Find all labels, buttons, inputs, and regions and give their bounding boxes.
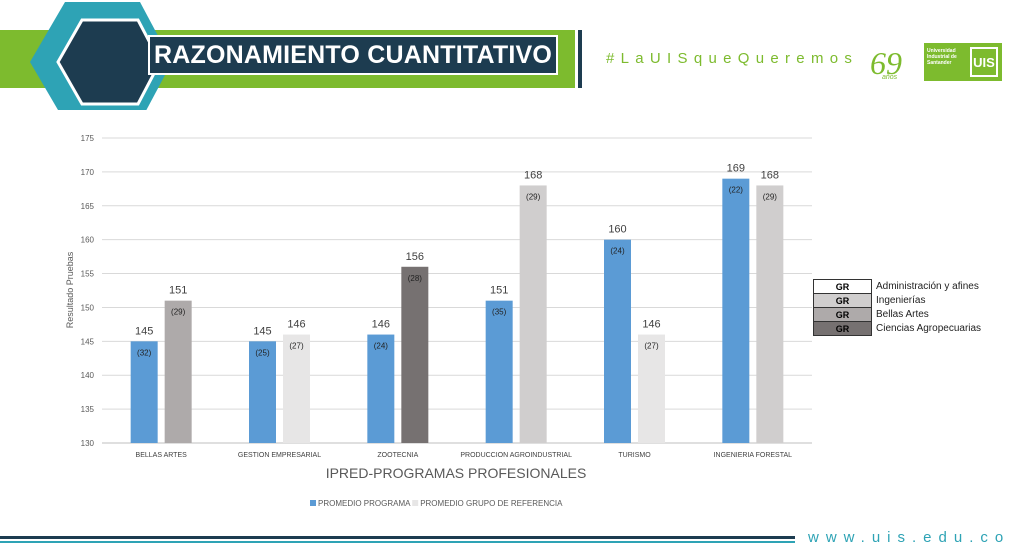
y-tick-label: 150 xyxy=(81,303,95,312)
bar xyxy=(283,334,310,443)
data-label: 151 xyxy=(490,285,508,297)
website-url: www.uis.edu.co xyxy=(808,529,1011,546)
bar xyxy=(249,341,276,443)
reference-group-label: Bellas Artes xyxy=(876,309,929,320)
anniversary-number: 69 xyxy=(870,45,902,81)
banner-navy-bar xyxy=(578,30,582,88)
data-label: 169 xyxy=(727,163,745,175)
count-label: (29) xyxy=(526,192,541,201)
data-label: 156 xyxy=(406,251,424,263)
footer-navy-line xyxy=(0,536,795,539)
reference-group-code: GR xyxy=(813,321,872,336)
y-tick-label: 170 xyxy=(81,168,95,177)
count-label: (27) xyxy=(644,342,659,351)
x-tick-label: GESTION EMPRESARIAL xyxy=(238,452,321,459)
legend-entry: PROMEDIO GRUPO DE REFERENCIA xyxy=(420,499,563,508)
legend-swatch xyxy=(412,500,419,506)
y-tick-label: 165 xyxy=(81,202,95,211)
anniversary-word: años xyxy=(882,74,898,81)
reference-group-label: Ciencias Agropecuarias xyxy=(876,323,982,334)
reference-group-row: GR Ingenierías xyxy=(813,293,982,308)
count-label: (29) xyxy=(171,308,186,317)
reference-group-code: GR xyxy=(813,293,872,308)
reference-group-code: GR xyxy=(813,279,872,294)
x-tick-label: PRODUCCION AGROINDUSTRIAL xyxy=(460,452,572,459)
x-tick-label: TURISMO xyxy=(618,452,651,459)
university-name: Universidad Industrial de Santander xyxy=(927,48,957,66)
reference-group-code: GR xyxy=(813,307,872,322)
x-tick-label: ZOOTECNIA xyxy=(377,452,418,459)
page-title: RAZONAMIENTO CUANTITATIVO xyxy=(153,40,553,69)
bar xyxy=(638,334,665,443)
data-label: 168 xyxy=(524,169,542,181)
bar xyxy=(367,334,395,443)
reference-group-row: GR Administración y afines xyxy=(813,279,982,294)
count-label: (28) xyxy=(408,274,423,283)
reference-group-row: GR Bellas Artes xyxy=(813,307,982,322)
data-label: 160 xyxy=(608,224,626,236)
bar xyxy=(401,266,429,443)
data-label: 168 xyxy=(761,169,779,181)
title-box: RAZONAMIENTO CUANTITATIVO xyxy=(148,35,558,75)
y-tick-label: 175 xyxy=(81,134,95,143)
legend-swatch xyxy=(310,500,316,506)
count-label: (25) xyxy=(255,348,270,357)
legend-entry: PROMEDIO PROGRAMA xyxy=(318,499,411,508)
bar xyxy=(485,300,513,443)
banner-navy-hexagon xyxy=(58,20,160,104)
count-label: (22) xyxy=(729,186,744,195)
y-tick-label: 140 xyxy=(81,371,95,380)
x-axis-title: IPRED-PROGRAMAS PROFESIONALES xyxy=(326,465,587,481)
reference-group-legend: GR Administración y afines GR Ingenierías GR… xyxy=(813,279,982,336)
y-tick-label: 160 xyxy=(81,236,95,245)
reference-group-label: Ingenierías xyxy=(876,295,926,306)
data-label: 145 xyxy=(253,325,271,337)
bar xyxy=(519,185,547,443)
count-label: (24) xyxy=(374,342,389,351)
count-label: (24) xyxy=(610,247,625,256)
anniversary-logo: 69 xyxy=(870,45,902,81)
y-tick-label: 130 xyxy=(81,439,95,448)
footer-teal-line xyxy=(0,541,795,543)
count-label: (35) xyxy=(492,308,507,317)
data-label: 146 xyxy=(287,319,305,331)
data-label: 146 xyxy=(642,319,660,331)
x-tick-label: BELLAS ARTES xyxy=(136,452,188,459)
y-axis-title: Resultado Pruebas xyxy=(65,251,75,328)
reference-group-label: Administración y afines xyxy=(876,281,979,292)
bar xyxy=(130,341,158,443)
y-tick-label: 155 xyxy=(81,270,95,279)
data-label: 145 xyxy=(135,325,153,337)
reference-group-row: GR Ciencias Agropecuarias xyxy=(813,321,982,336)
hashtag: #LaUISqueQueremos xyxy=(606,50,859,67)
data-label: 151 xyxy=(169,285,187,297)
bar xyxy=(756,185,784,443)
y-tick-label: 145 xyxy=(81,337,95,346)
bar xyxy=(722,178,750,443)
count-label: (29) xyxy=(763,192,778,201)
bar xyxy=(604,239,631,443)
count-label: (32) xyxy=(137,348,152,357)
university-mark: UIS xyxy=(970,47,998,77)
y-tick-label: 135 xyxy=(81,405,95,414)
data-label: 146 xyxy=(372,319,390,331)
count-label: (27) xyxy=(289,342,304,351)
x-tick-label: INGENIERIA FORESTAL xyxy=(714,452,793,459)
bar xyxy=(164,300,192,443)
university-logo: Universidad Industrial de Santander UIS xyxy=(924,43,1002,81)
